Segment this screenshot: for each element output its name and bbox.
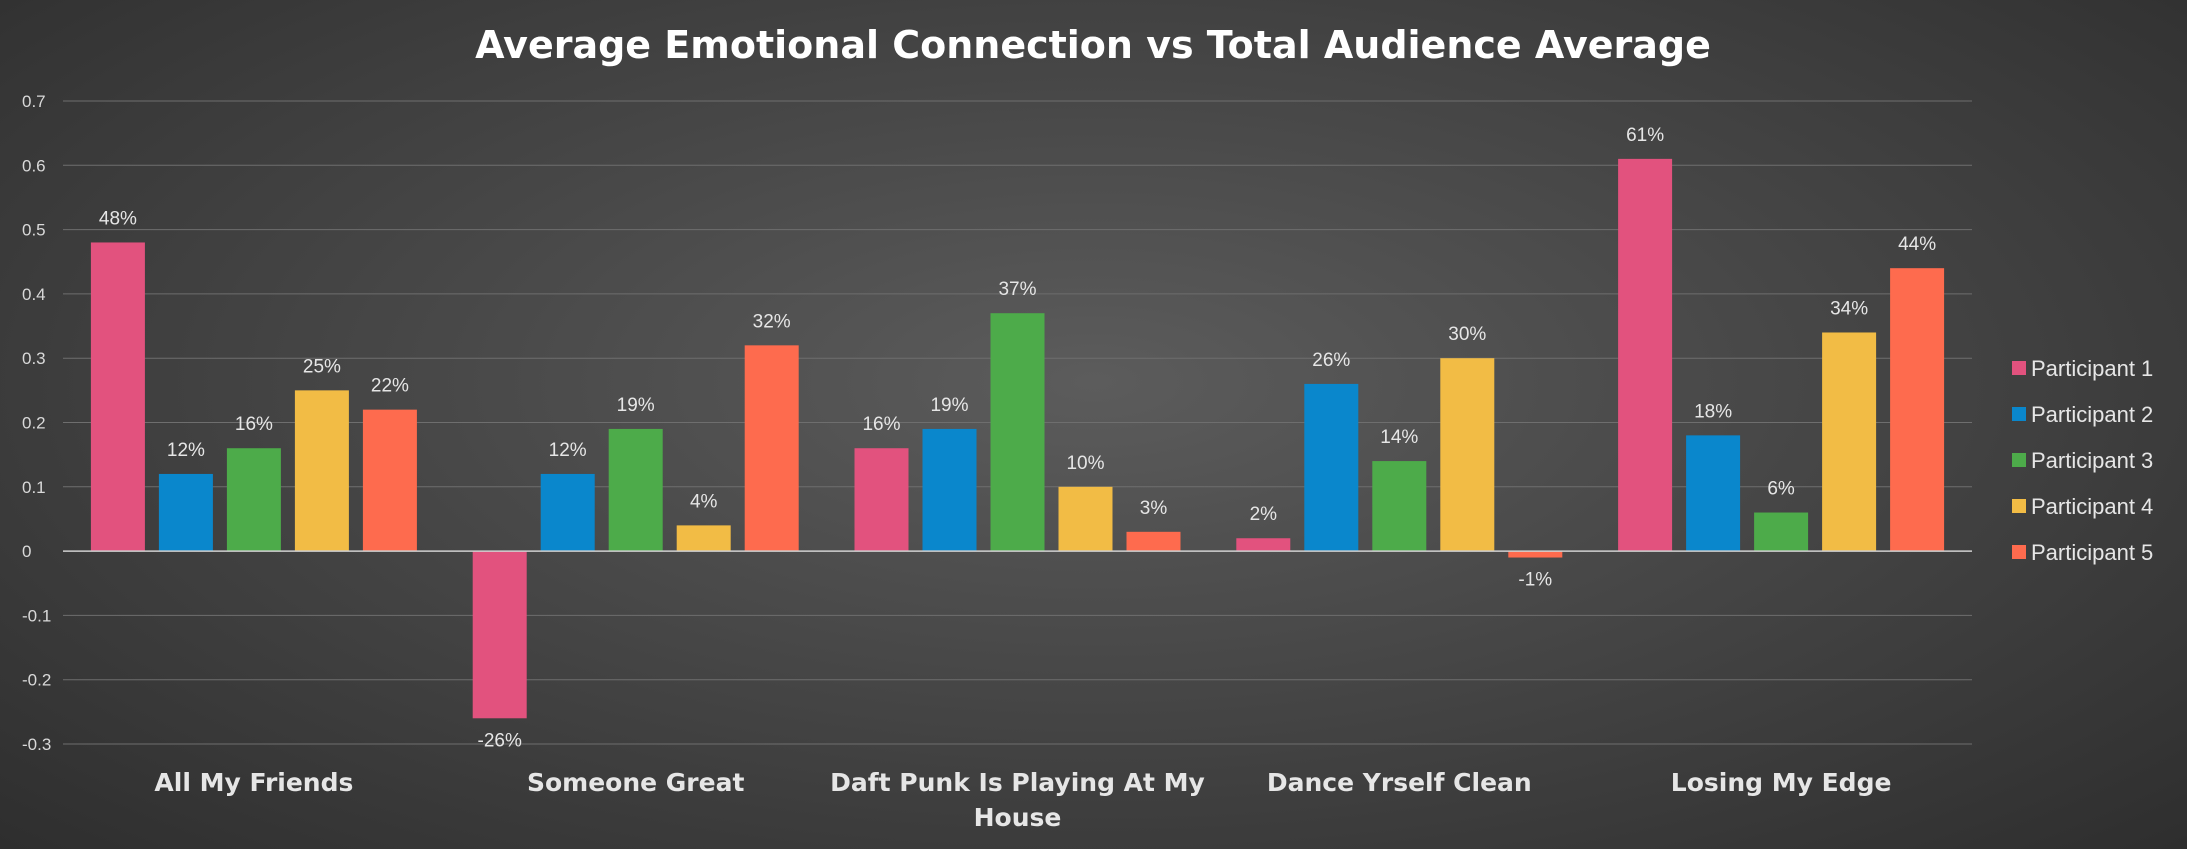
data-label: 30% [1448,324,1486,345]
y-axis-ticks: 0.7 0.6 0.5 0.4 0.3 0.2 0.1 0 -0.1 -0.2 -0.3 [22,92,51,754]
x-axis-categories: All My Friends Someone Great Daft Punk Is … [154,768,1891,832]
data-label: 14% [1380,427,1418,448]
data-label: 4% [690,491,718,512]
data-label: 2% [1250,504,1278,525]
data-label: 34% [1830,298,1868,319]
data-label: 16% [862,414,900,435]
bar [854,448,909,552]
bar [540,473,595,552]
bar [1822,332,1877,552]
legend-swatch [2012,453,2026,467]
legend-entry: Participant 3 [2031,448,2153,473]
chart-title: Average Emotional Connection vs Total Au… [475,23,1711,67]
bar [158,473,213,552]
bar [294,390,349,552]
bar [1754,512,1809,552]
data-label: 25% [303,356,341,377]
y-tick-label: -0.1 [22,606,51,625]
bar [1440,358,1495,552]
legend-entry: Participant 5 [2031,540,2153,565]
bar [744,345,799,552]
data-label: 32% [753,311,791,332]
bar [922,428,977,552]
data-label: 37% [998,279,1036,300]
bars [90,158,1945,719]
data-label: 48% [99,208,137,229]
legend-swatch [2012,407,2026,421]
x-category-label: All My Friends [154,768,353,797]
bar [362,409,417,552]
data-label: 12% [167,440,205,461]
bar [1058,486,1113,552]
data-label: 19% [930,395,968,416]
data-label: 18% [1694,401,1732,422]
bar [90,242,145,552]
data-label: 26% [1312,350,1350,371]
legend-swatch [2012,499,2026,513]
bar [1686,435,1741,552]
x-category-label: Daft Punk Is Playing At My [830,768,1205,797]
data-label: 61% [1626,125,1664,146]
data-label: 12% [549,440,587,461]
data-label: 19% [617,395,655,416]
data-label: -1% [1518,570,1552,591]
legend-entry: Participant 4 [2031,494,2153,519]
x-category-label: Dance Yrself Clean [1267,768,1532,797]
legend-entry: Participant 2 [2031,402,2153,427]
x-category-label: Losing My Edge [1671,768,1892,797]
bar [1508,551,1563,558]
y-tick-label: 0.2 [22,414,46,433]
bar [1304,383,1359,552]
data-labels: 48% 12% 16% 25% 22% -26% 12% 19% 4% 32% 16% 19% 37% 1… [99,125,1936,751]
y-tick-label: 0.4 [22,285,46,304]
legend-swatch [2012,545,2026,559]
bar [1126,531,1181,552]
y-tick-label: 0.1 [22,478,46,497]
legend: Participant 1 Participant 2 Participant 3 P… [2012,356,2153,565]
bar [676,525,731,552]
data-label: 3% [1140,498,1168,519]
y-tick-label: 0.7 [22,92,46,111]
y-tick-label: 0.6 [22,156,46,175]
legend-entry: Participant 1 [2031,356,2153,381]
x-category-label: House [974,803,1062,832]
y-tick-label: -0.2 [22,671,51,690]
bar [226,448,281,552]
bar [1236,538,1291,552]
data-label: 44% [1898,234,1936,255]
bar [1618,158,1673,552]
data-label: 22% [371,376,409,397]
bar [1372,461,1427,552]
y-tick-label: 0.5 [22,221,46,240]
bar [472,551,527,719]
bar [990,313,1045,552]
data-label: -26% [478,730,522,751]
data-label: 6% [1767,479,1795,500]
y-tick-label: 0.3 [22,349,46,368]
bar [608,428,663,552]
x-category-label: Someone Great [527,768,744,797]
bar [1890,268,1945,552]
data-label: 10% [1066,453,1104,474]
legend-swatch [2012,361,2026,375]
y-tick-label: 0 [22,542,31,561]
y-tick-label: -0.3 [22,735,51,754]
data-label: 16% [235,414,273,435]
